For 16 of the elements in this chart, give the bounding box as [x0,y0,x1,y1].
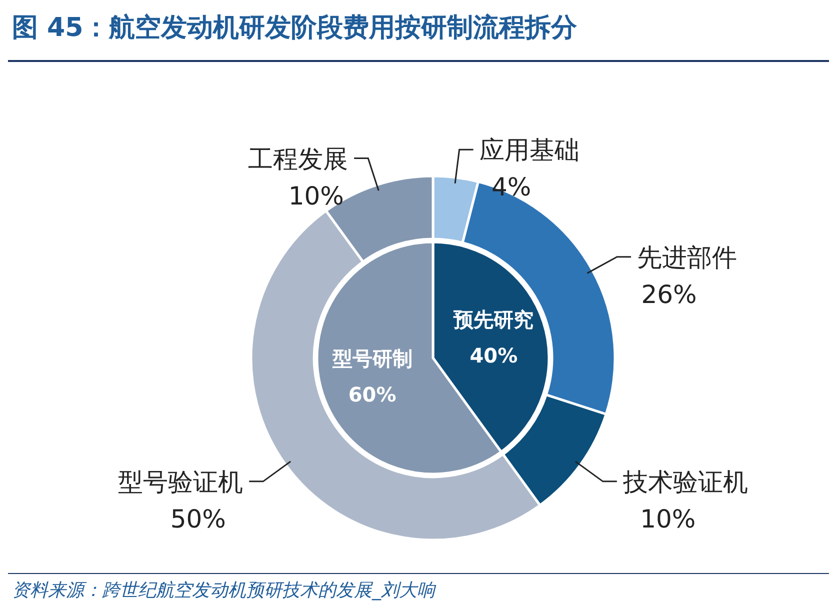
data-label: 60% [348,382,396,407]
slice-label: 型号验证机 [118,467,244,496]
text: 资料来源：跨世纪航空发动机预研技术的发展_刘大响 [12,579,435,602]
slice-label: 先进部件 [637,242,738,272]
data-label: 10% [640,504,696,534]
slice-label: 型号研制 [331,346,412,371]
data-label: 50% [170,504,226,534]
slice-label: 技术验证机 [622,467,748,496]
slice-label: 应用基础 [479,136,580,165]
data-label: 40% [470,343,518,368]
slice-label: 工程发展 [248,144,348,174]
slice-label: 预先研究 [452,307,534,332]
data-label: 10% [288,181,344,210]
data-label: 4% [491,172,532,202]
chart-title: 图 45：航空发动机研发阶段费用按研制流程拆分 [11,12,578,45]
data-label: 26% [641,280,697,309]
